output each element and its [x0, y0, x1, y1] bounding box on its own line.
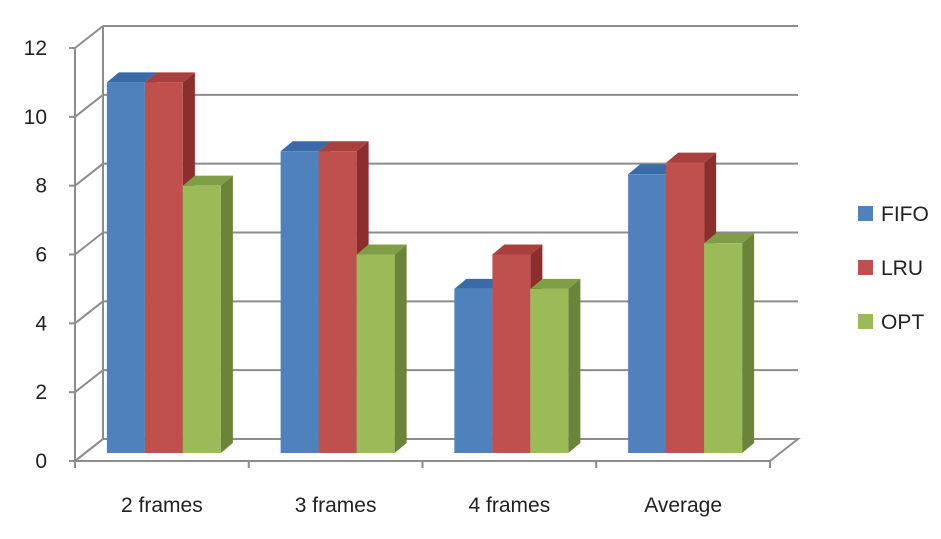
- floor-outline: [74, 438, 801, 462]
- y-tick-label: 8: [35, 175, 47, 198]
- legend-swatch: [858, 206, 873, 221]
- x-tick-label: Average: [644, 494, 722, 517]
- gridline-side: [74, 162, 104, 187]
- bar-top: [106, 72, 157, 83]
- bar-top: [492, 244, 543, 255]
- gridline-side: [74, 94, 104, 118]
- bar-top: [182, 175, 233, 186]
- bar: [280, 151, 319, 453]
- bar-top: [666, 152, 717, 163]
- y-tick-label: 2: [35, 381, 47, 404]
- bar: [628, 174, 667, 453]
- bar-top: [530, 278, 581, 289]
- bar-top: [144, 72, 195, 83]
- legend-swatch: [858, 314, 873, 329]
- bar-top: [704, 233, 755, 244]
- bar-top: [318, 141, 369, 152]
- gridline-side: [74, 369, 104, 393]
- legend-label: LRU: [881, 257, 923, 280]
- x-tick-label: 3 frames: [295, 494, 377, 517]
- gridline-side: [74, 25, 104, 49]
- bar-side: [742, 233, 755, 453]
- bar: [666, 162, 705, 454]
- bar-top: [454, 278, 505, 289]
- gridline-side: [74, 231, 104, 256]
- bars-layer: [106, 72, 755, 454]
- bar-top: [628, 164, 679, 175]
- legend: FIFO LRU OPT: [858, 203, 929, 334]
- bar: [182, 185, 221, 453]
- bar: [144, 82, 183, 454]
- bar-side: [220, 175, 233, 453]
- bar: [454, 288, 493, 453]
- legend-label: FIFO: [881, 203, 929, 226]
- bar: [530, 288, 569, 453]
- y-tick-label: 6: [35, 244, 47, 267]
- y-tick-label: 12: [24, 37, 47, 60]
- bar: [106, 82, 145, 454]
- gridline-side: [74, 300, 104, 325]
- bar: [318, 151, 357, 453]
- y-tick-label: 4: [35, 312, 47, 335]
- bar-top: [280, 141, 331, 152]
- x-tick-label: 2 frames: [121, 494, 203, 517]
- bar: [704, 243, 743, 453]
- y-tick-label: 10: [24, 106, 47, 129]
- axis-layer: [69, 47, 771, 468]
- bar-side: [568, 278, 581, 453]
- x-tick-label: 4 frames: [469, 494, 551, 517]
- legend-label: OPT: [881, 311, 924, 334]
- bar: [492, 254, 531, 453]
- bar-top: [356, 244, 407, 255]
- labels-layer: 0 2 4 6 8 10 12 2 frames 3 frames 4 frames Average: [24, 37, 722, 517]
- y-tick-label: 0: [35, 450, 47, 473]
- bar-side: [394, 244, 407, 453]
- bar: [356, 254, 395, 453]
- legend-swatch: [858, 260, 873, 275]
